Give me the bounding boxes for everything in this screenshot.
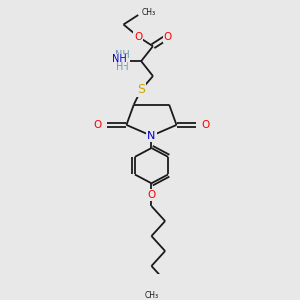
Text: O: O — [147, 190, 156, 200]
Text: O: O — [201, 120, 209, 130]
Text: O: O — [164, 32, 172, 42]
Text: NH: NH — [112, 54, 127, 64]
Text: NH
  H: NH H — [115, 50, 129, 72]
Text: S: S — [137, 83, 145, 96]
Text: CH₃: CH₃ — [141, 8, 155, 17]
Text: H: H — [116, 62, 123, 72]
Text: N: N — [147, 131, 156, 141]
Text: O: O — [94, 120, 102, 130]
Text: CH₃: CH₃ — [144, 292, 158, 300]
Text: O: O — [134, 32, 142, 42]
